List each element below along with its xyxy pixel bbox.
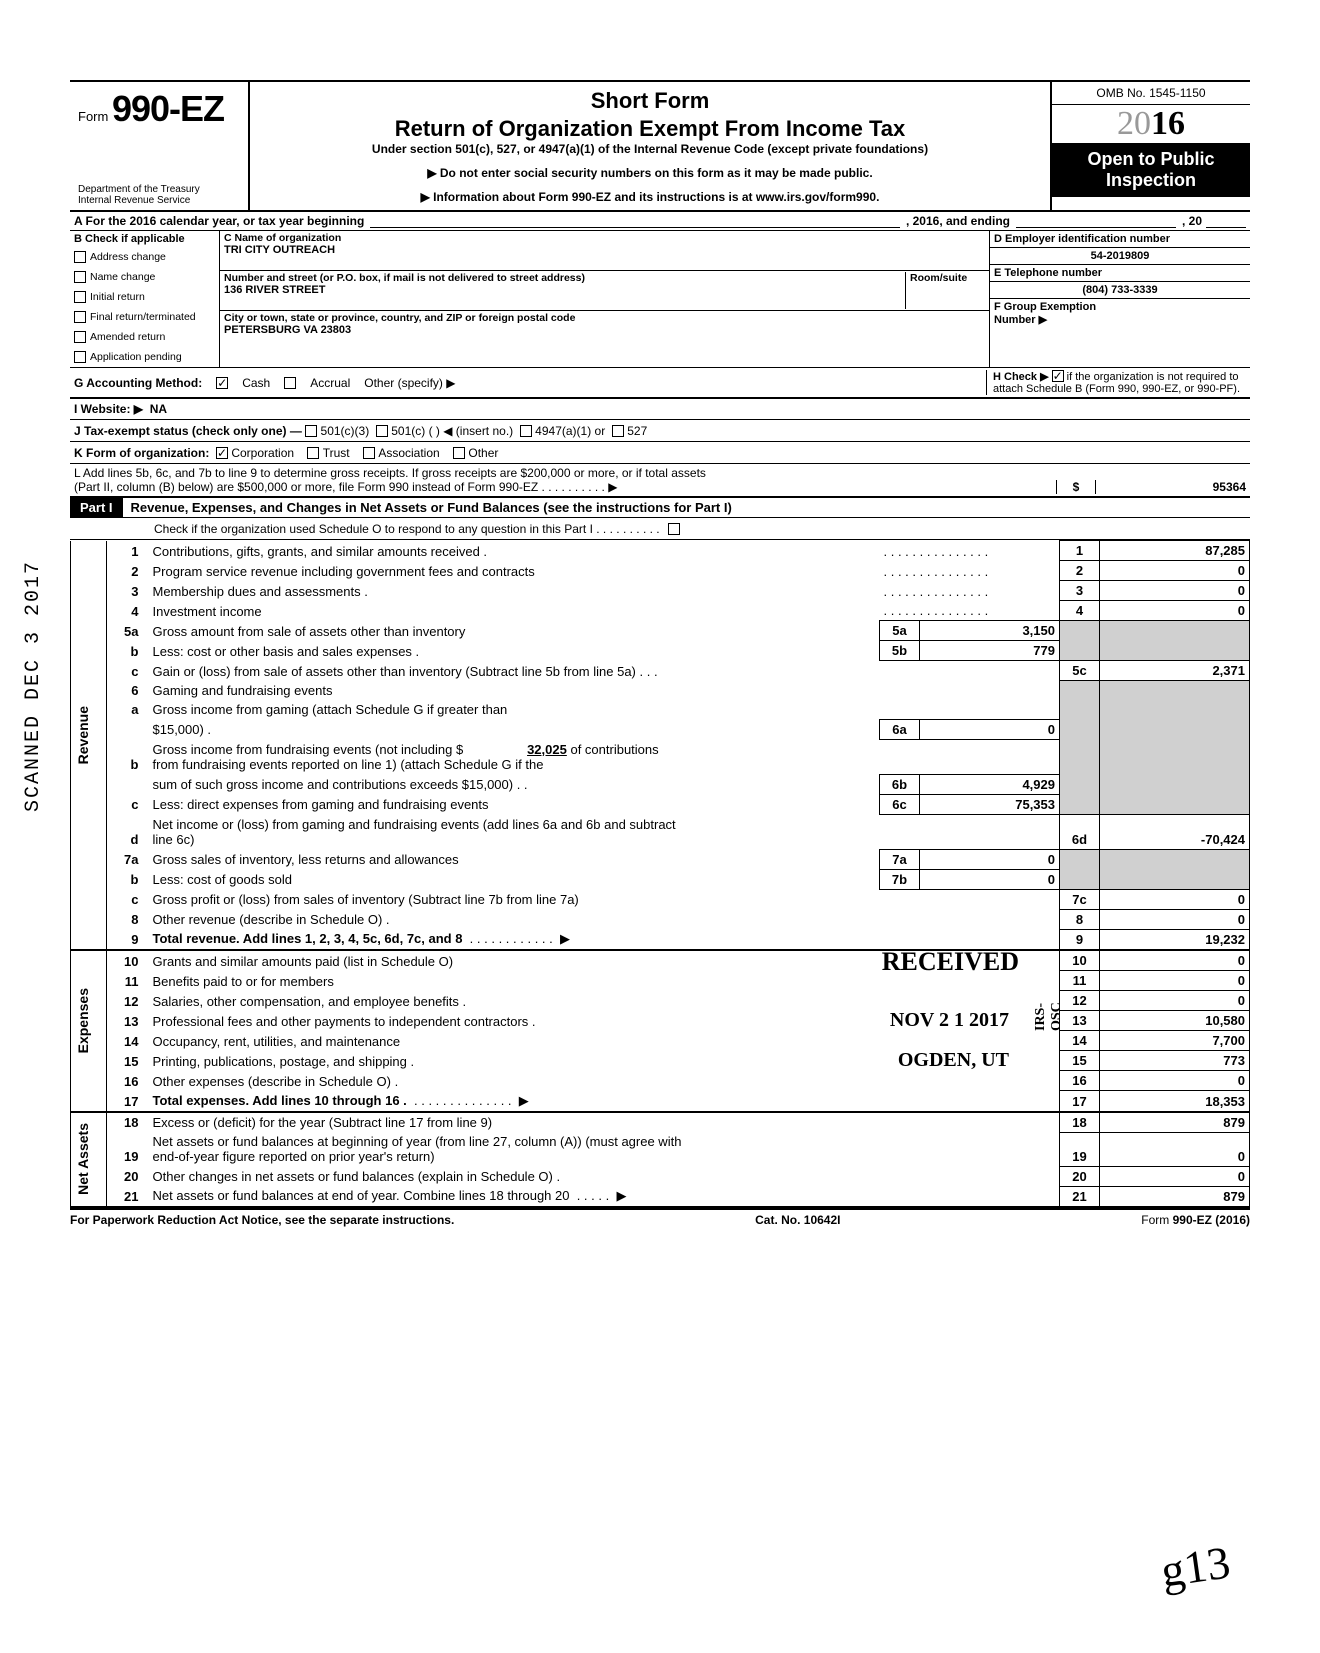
ogden-stamp: OGDEN, UT [898,1049,1009,1072]
section-a: A For the 2016 calendar year, or tax yea… [70,212,1250,231]
form-number: Form 990-EZ [78,88,240,130]
section-i: I Website: ▶ NA [70,398,1250,420]
checkbox-icon[interactable] [520,425,532,437]
part1-check: Check if the organization used Schedule … [70,518,1250,540]
subtitle: Under section 501(c), 527, or 4947(a)(1)… [260,142,1040,156]
checkbox-icon[interactable] [376,425,388,437]
section-c: C Name of organizationTRI CITY OUTREACH … [220,231,990,367]
form-header: Form 990-EZ Department of the TreasuryIn… [70,80,1250,212]
dept: Department of the TreasuryInternal Reven… [78,184,240,206]
title-short-form: Short Form [260,88,1040,114]
section-j: J Tax-exempt status (check only one) — 5… [70,420,1250,442]
warn-ssn: ▶ Do not enter social security numbers o… [260,166,1040,180]
section-l: L Add lines 5b, 6c, and 7b to line 9 to … [70,464,1250,498]
title-return: Return of Organization Exempt From Incom… [260,116,1040,142]
phone: (804) 733-3339 [990,282,1250,299]
checkbox-accrual[interactable] [284,377,296,389]
section-b: B Check if applicable Address change Nam… [70,231,220,367]
scanned-stamp: SCANNED DEC 3 2017 [22,560,45,812]
checkbox-other[interactable] [453,447,465,459]
osc-stamp: IRS-OSC [1033,997,1065,1031]
handwritten-mark: g13 [1158,1535,1234,1597]
checkbox-icon[interactable] [668,523,680,535]
checkbox-icon[interactable] [74,271,86,283]
checkbox-corp[interactable] [216,447,228,459]
checkbox-icon[interactable] [74,351,86,363]
identity-block: B Check if applicable Address change Nam… [70,231,1250,368]
received-stamp: RECEIVED [882,947,1019,977]
open-public: Open to Public Inspection [1052,143,1250,197]
checkbox-sched-b[interactable] [1052,370,1064,382]
tax-year: 2016 [1052,105,1250,143]
section-k: K Form of organization: Corporation Trus… [70,442,1250,464]
section-d-e-f: D Employer identification number 54-2019… [990,231,1250,367]
checkbox-icon[interactable] [305,425,317,437]
part1-header: Part I Revenue, Expenses, and Changes in… [70,498,1250,518]
checkbox-trust[interactable] [307,447,319,459]
checkbox-icon[interactable] [74,251,86,263]
sidebar-net-assets: Net Assets [75,1123,91,1195]
omb-number: OMB No. 1545-1150 [1052,82,1250,105]
checkbox-icon[interactable] [612,425,624,437]
info-url: ▶ Information about Form 990-EZ and its … [260,190,1040,204]
date-stamp: NOV 2 1 2017 [890,1009,1009,1032]
page-footer: For Paperwork Reduction Act Notice, see … [70,1208,1250,1227]
ein: 54-2019809 [990,248,1250,265]
checkbox-assoc[interactable] [363,447,375,459]
section-g-h: G Accounting Method: Cash Accrual Other … [70,368,1250,398]
revenue-table: Revenue 1Contributions, gifts, grants, a… [70,540,1250,1208]
checkbox-cash[interactable] [216,377,228,389]
sidebar-revenue: Revenue [75,706,91,764]
sidebar-expenses: Expenses [75,988,91,1053]
checkbox-icon[interactable] [74,311,86,323]
checkbox-icon[interactable] [74,291,86,303]
checkbox-icon[interactable] [74,331,86,343]
